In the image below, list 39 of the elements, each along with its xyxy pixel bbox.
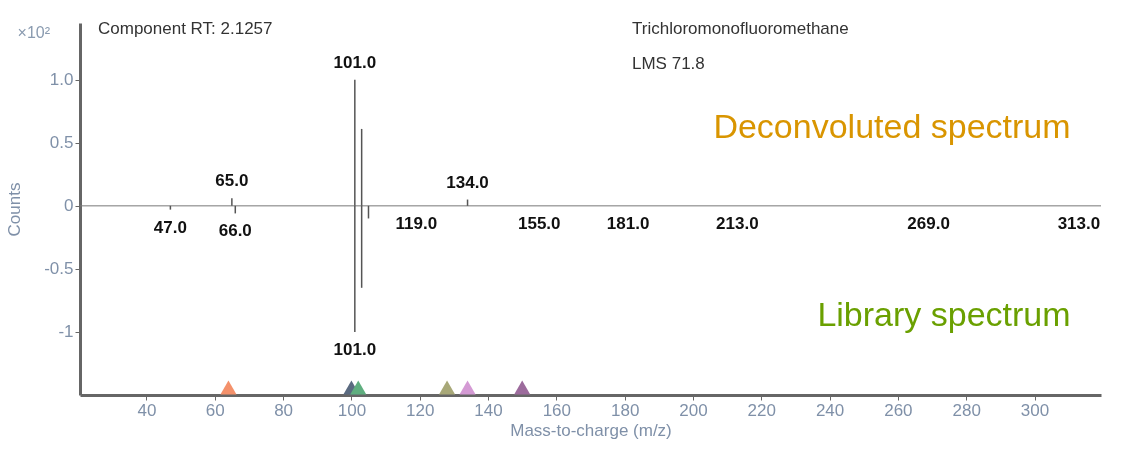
text: Library spectrum (817, 295, 1071, 333)
annotation: 47.0 (153, 217, 187, 237)
x-tick-label: 160 (542, 400, 572, 420)
x-tick-label: 140 (474, 400, 503, 420)
x-tick-label: 240 (815, 400, 845, 420)
annotation: 65.0 (215, 171, 249, 191)
x-tick-label: 260 (884, 400, 913, 420)
annotation: 134.0 (446, 172, 489, 192)
annotation: 269.0 (907, 213, 950, 233)
text: Deconvoluted spectrum (713, 107, 1071, 145)
x-tick-label: 200 (679, 400, 708, 420)
y-tick-label: -1 (58, 322, 74, 342)
annotation: Trichloromonofluoromethane (632, 19, 849, 38)
x-axis-title: Mass-to-charge (m/z) (510, 420, 672, 440)
annotation: 155.0 (517, 213, 561, 233)
annotation: Component RT: 2.1257 (98, 19, 273, 38)
x-tick-label: 60 (205, 400, 225, 420)
annotation: LMS 71.8 (632, 54, 705, 73)
x-tick-label: 300 (1020, 400, 1050, 420)
annotation: 181.0 (606, 213, 650, 233)
annotation: 313.0 (1057, 213, 1101, 233)
annotation: 66.0 (218, 221, 252, 241)
x-tick-label: 40 (137, 400, 157, 420)
x-tick-label: 80 (274, 400, 294, 420)
y-tick-label: 1.0 (49, 70, 74, 90)
y-tick-label: -0.5 (44, 259, 74, 279)
y-axis-title: Counts (5, 182, 25, 237)
x-tick-label: 280 (952, 400, 981, 420)
y-tick-label: 0.5 (49, 133, 74, 153)
annotation: 213.0 (716, 213, 759, 233)
x-tick-label: 180 (610, 400, 640, 420)
y-tick-label: 0 (64, 196, 74, 216)
text: ×10² (17, 24, 51, 41)
x-tick-label: 220 (747, 400, 776, 420)
annotation: 119.0 (395, 213, 438, 233)
x-tick-label: 120 (406, 400, 435, 420)
annotation: 101.0 (333, 52, 377, 72)
x-tick-label: 100 (337, 400, 367, 420)
annotation: 101.0 (333, 339, 377, 359)
